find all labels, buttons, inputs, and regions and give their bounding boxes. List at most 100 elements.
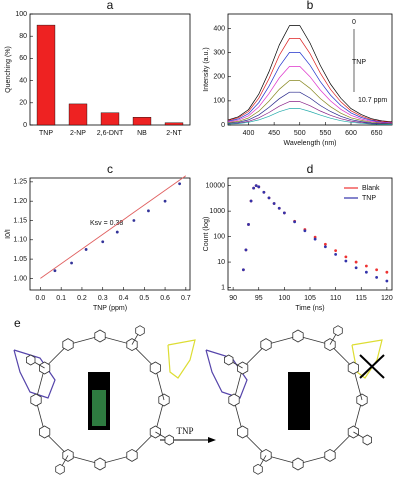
point <box>115 230 119 234</box>
x-tick-label: 0.3 <box>98 295 108 302</box>
x-tick-label: 0.4 <box>119 295 129 302</box>
legend-label: Blank <box>362 185 380 192</box>
legend-label: TNP <box>362 195 376 202</box>
point <box>163 199 167 203</box>
y-axis-label: I0/I <box>5 229 12 239</box>
ring <box>62 338 74 352</box>
x-tick-label: 100 <box>279 295 291 302</box>
point <box>334 252 338 256</box>
bar <box>36 24 56 126</box>
x-tick-label: 500 <box>294 130 306 137</box>
point <box>293 220 297 224</box>
point <box>241 268 245 272</box>
x-tick-label: 2,6-DNT <box>97 130 124 137</box>
ring <box>126 338 138 352</box>
series-line <box>227 108 393 125</box>
ring <box>94 457 106 471</box>
y-tick-label: 100 <box>15 11 27 18</box>
ring <box>260 338 272 352</box>
point <box>344 259 348 263</box>
y-tick-label: 40 <box>19 77 27 84</box>
ring <box>39 361 51 375</box>
panel-label: d <box>307 162 314 176</box>
y-tick-label: 1000 <box>209 208 225 215</box>
ring <box>292 329 304 343</box>
point <box>70 261 73 265</box>
point <box>385 279 389 283</box>
bar <box>132 117 152 126</box>
ring <box>164 434 175 446</box>
point <box>364 264 368 268</box>
y-tick-label: 10000 <box>206 183 226 190</box>
x-tick-label: 450 <box>268 130 280 137</box>
point <box>247 223 250 226</box>
y-axis-label: Count (log) <box>203 217 210 252</box>
x-tick-label: 650 <box>371 130 383 137</box>
arrow-head <box>208 437 216 443</box>
ring <box>324 448 336 462</box>
x-tick-label: 0.2 <box>77 295 87 302</box>
point <box>354 260 358 264</box>
point <box>257 185 261 189</box>
annotation: TNP <box>352 59 366 66</box>
panel-label: e <box>14 316 21 330</box>
y-tick-label: 1.00 <box>13 275 27 282</box>
ring <box>25 354 36 366</box>
series-line <box>227 91 393 125</box>
panel-label: b <box>307 0 314 12</box>
ring <box>30 393 42 407</box>
y-tick-label: 1.05 <box>13 256 27 263</box>
ring <box>333 325 343 337</box>
x-tick-label: 0.5 <box>139 295 149 302</box>
point <box>364 270 368 274</box>
x-tick-label: TNP <box>39 130 53 137</box>
cross <box>359 354 385 379</box>
x-tick-label: NB <box>137 130 147 137</box>
y-tick-label: 300 <box>213 49 225 56</box>
x-tick-label: 0.7 <box>181 295 191 302</box>
x-tick-label: 95 <box>255 295 263 302</box>
point <box>272 202 276 205</box>
x-tick-label: 90 <box>229 295 237 302</box>
point <box>101 240 105 244</box>
point <box>244 248 248 252</box>
series-line <box>227 25 393 123</box>
y-tick-label: 1.25 <box>13 179 27 186</box>
plot-frame <box>29 177 191 291</box>
point <box>354 266 358 270</box>
x-tick-label: 2-NT <box>166 130 182 137</box>
bar <box>68 103 88 126</box>
point <box>249 199 253 203</box>
guest-shape <box>13 349 56 399</box>
ring <box>362 434 373 446</box>
y-tick-label: 10 <box>217 259 225 266</box>
point <box>277 206 281 210</box>
point <box>262 190 266 194</box>
ring <box>228 393 240 407</box>
vial <box>288 372 310 430</box>
bar <box>164 122 184 126</box>
y-tick-label: 0 <box>221 122 225 129</box>
point <box>323 245 327 249</box>
fit-line <box>40 175 187 279</box>
point <box>53 269 57 273</box>
ring <box>94 329 106 343</box>
y-tick-label: 100 <box>213 98 225 105</box>
point <box>254 184 258 188</box>
point <box>84 248 88 251</box>
y-tick-label: 1.10 <box>13 237 27 244</box>
x-tick-label: 600 <box>345 130 357 137</box>
point <box>313 237 317 241</box>
point <box>267 196 271 200</box>
annotation: Ksv = 0.38 <box>90 220 123 227</box>
ring <box>62 448 74 462</box>
point <box>334 249 338 253</box>
y-tick-label: 0 <box>23 122 27 129</box>
point <box>282 211 286 215</box>
annotation: 0 <box>352 19 356 26</box>
x-axis-label: Wavelength (nm) <box>283 140 336 147</box>
ring <box>223 354 234 366</box>
ring <box>236 425 249 439</box>
bar <box>100 112 120 126</box>
panel-label: a <box>107 0 114 12</box>
